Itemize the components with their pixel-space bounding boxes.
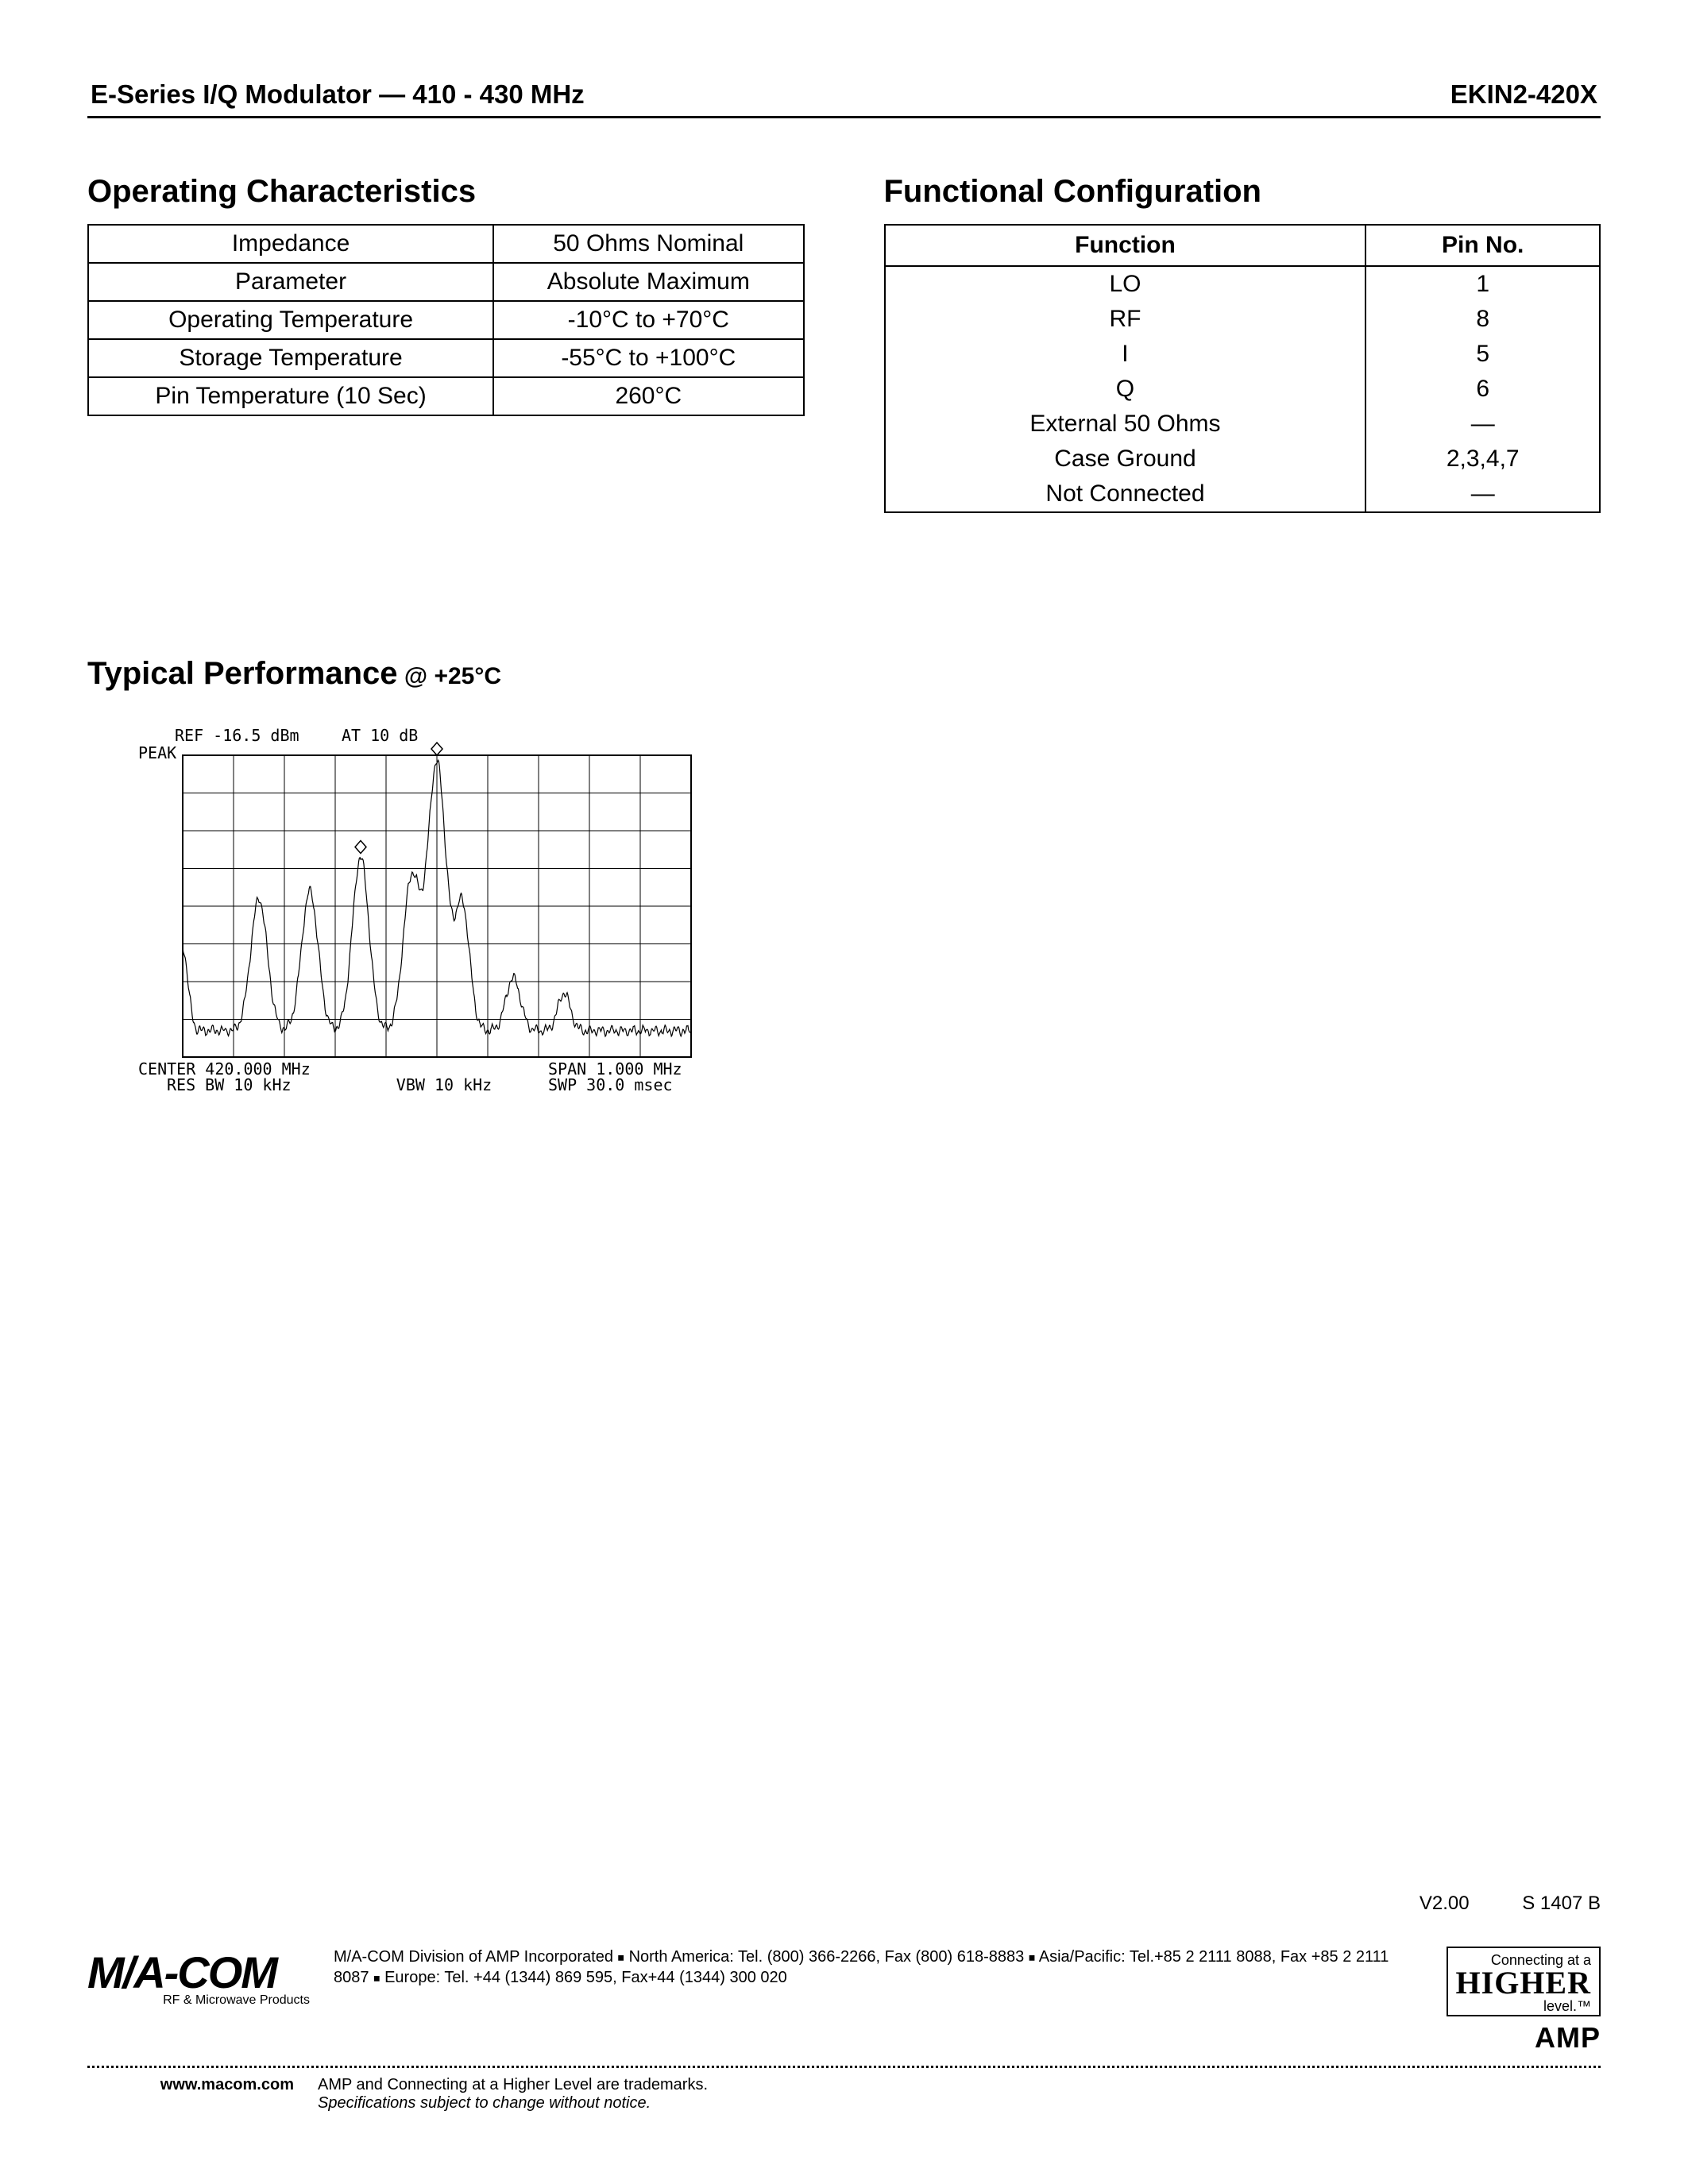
- amp-logo-block: Connecting at a HIGHER level.™ AMP: [1447, 1947, 1601, 2055]
- typical-performance-section: Typical Performance @ +25°C REF -16.5 dB…: [87, 656, 1601, 1121]
- table-row: LO1: [885, 266, 1601, 302]
- functional-configuration-title: Functional Configuration: [884, 174, 1601, 210]
- table-row: RF8: [885, 302, 1601, 337]
- version-row: V2.00 S 1407 B: [87, 1893, 1601, 1915]
- functional-configuration-table: Function Pin No. LO1 RF8 I5 Q6 External …: [884, 224, 1601, 513]
- table-row: Q6: [885, 372, 1601, 407]
- operating-characteristics-section: Operating Characteristics Impedance50 Oh…: [87, 174, 805, 513]
- table-row: External 50 Ohms—: [885, 407, 1601, 442]
- table-header-row: Function Pin No.: [885, 225, 1601, 266]
- table-row: Impedance50 Ohms Nominal: [88, 225, 804, 263]
- table-row: Not Connected—: [885, 477, 1601, 512]
- doc-code-label: S 1407 B: [1522, 1893, 1601, 1914]
- table-row: Case Ground2,3,4,7: [885, 442, 1601, 477]
- svg-text:RES BW 10 kHz: RES BW 10 kHz: [167, 1075, 292, 1094]
- header-title-left: E-Series I/Q Modulator — 410 - 430 MHz: [91, 79, 585, 110]
- svg-text:AT 10 dB: AT 10 dB: [342, 726, 418, 745]
- svg-text:REF -16.5 dBm: REF -16.5 dBm: [175, 726, 299, 745]
- operating-characteristics-table: Impedance50 Ohms Nominal ParameterAbsolu…: [87, 224, 805, 416]
- table-row: Operating Temperature-10°C to +70°C: [88, 301, 804, 339]
- spectrum-chart: REF -16.5 dBmAT 10 dBPEAKCENTER 420.000 …: [135, 723, 715, 1121]
- footer-contact-text: M/A-COM Division of AMP Incorporated ■ N…: [334, 1947, 1423, 1988]
- footer-url: www.macom.com: [87, 2076, 294, 2113]
- table-row: Pin Temperature (10 Sec)260°C: [88, 377, 804, 415]
- svg-text:VBW 10 kHz: VBW 10 kHz: [396, 1075, 492, 1094]
- svg-text:SWP 30.0 msec: SWP 30.0 msec: [548, 1075, 673, 1094]
- macom-logo: M/A-COM RF & Microwave Products: [87, 1947, 310, 2008]
- footer-notice: AMP and Connecting at a Higher Level are…: [318, 2076, 1601, 2113]
- footer-divider: [87, 2066, 1601, 2068]
- table-row: Storage Temperature-55°C to +100°C: [88, 339, 804, 377]
- functional-configuration-section: Functional Configuration Function Pin No…: [884, 174, 1601, 513]
- typical-performance-title: Typical Performance @ +25°C: [87, 656, 1601, 692]
- page-footer: V2.00 S 1407 B M/A-COM RF & Microwave Pr…: [87, 1893, 1601, 2113]
- page-header: E-Series I/Q Modulator — 410 - 430 MHz E…: [87, 79, 1601, 118]
- table-row: I5: [885, 337, 1601, 372]
- operating-characteristics-title: Operating Characteristics: [87, 174, 805, 210]
- table-row: ParameterAbsolute Maximum: [88, 263, 804, 301]
- svg-text:PEAK: PEAK: [138, 743, 176, 762]
- version-label: V2.00: [1420, 1893, 1470, 1914]
- header-title-right: EKIN2-420X: [1450, 79, 1597, 110]
